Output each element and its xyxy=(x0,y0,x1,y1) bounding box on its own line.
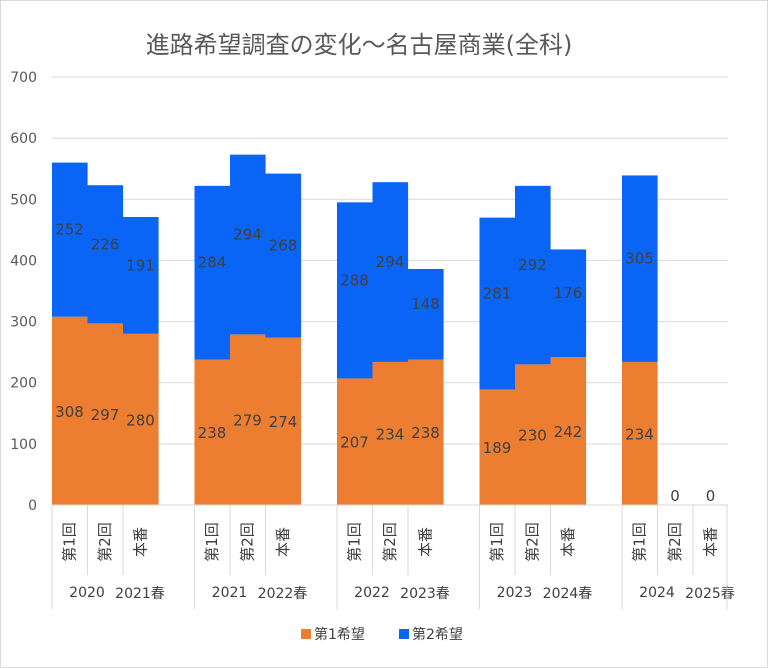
data-label-first-choice: 0 xyxy=(706,487,716,505)
group-label-year: 2021 xyxy=(212,585,248,601)
group-label-year: 2023 xyxy=(497,585,533,601)
y-tick-label: 0 xyxy=(28,498,37,514)
bar-first-choice xyxy=(515,364,551,505)
group-label-season: 2022春 xyxy=(258,586,308,602)
data-label-second-choice: 176 xyxy=(554,284,583,302)
data-label-first-choice: 308 xyxy=(55,403,84,421)
category-label: 第1回 xyxy=(203,522,221,562)
category-label: 本番 xyxy=(132,527,150,557)
data-label-second-choice: 284 xyxy=(198,254,227,272)
category-label: 第1回 xyxy=(61,522,79,562)
data-label-first-choice: 238 xyxy=(198,424,227,442)
y-tick-label: 300 xyxy=(10,315,37,331)
category-label: 第1回 xyxy=(488,522,506,562)
data-label-second-choice: 191 xyxy=(126,256,155,274)
bar-second-choice xyxy=(123,217,159,334)
y-tick-label: 700 xyxy=(10,70,37,86)
bar-first-choice xyxy=(230,334,266,505)
bar-second-choice xyxy=(52,162,88,317)
bar-first-choice xyxy=(52,316,88,505)
bar-second-choice xyxy=(372,182,409,362)
bar-second-choice xyxy=(337,202,373,379)
bar-first-choice xyxy=(87,323,124,505)
legend: 第1希望 第2希望 xyxy=(301,626,463,643)
bar-second-choice xyxy=(622,175,658,362)
category-label: 本番 xyxy=(702,527,720,557)
bar-first-choice xyxy=(622,361,658,505)
legend-label: 第1希望 xyxy=(314,626,365,643)
y-tick-label: 100 xyxy=(10,437,37,453)
category-label: 第2回 xyxy=(381,522,399,562)
bar-first-choice xyxy=(372,361,409,505)
bar-first-choice xyxy=(479,389,516,505)
data-label-first-choice: 242 xyxy=(554,423,583,441)
group-label-year: 2020 xyxy=(69,585,105,601)
data-label-first-choice: 230 xyxy=(518,427,547,445)
category-label: 第2回 xyxy=(96,522,114,562)
category-label: 本番 xyxy=(559,527,577,557)
bar-second-choice xyxy=(194,185,231,360)
bar-first-choice xyxy=(194,359,231,505)
data-label-second-choice: 305 xyxy=(625,250,654,268)
bar-second-choice xyxy=(479,217,516,390)
group-label-year: 2024 xyxy=(639,585,675,601)
data-label-second-choice: 292 xyxy=(518,256,547,274)
y-tick-label: 500 xyxy=(10,192,37,208)
data-label-second-choice: 294 xyxy=(376,253,405,271)
data-label-second-choice: 288 xyxy=(340,271,369,289)
data-label-first-choice: 297 xyxy=(91,406,120,424)
category-label: 第2回 xyxy=(239,522,257,562)
data-label-second-choice: 294 xyxy=(233,226,262,244)
group-label-year: 2022 xyxy=(354,585,390,601)
y-tick-label: 200 xyxy=(10,376,37,392)
data-label-first-choice: 234 xyxy=(376,425,405,443)
bar-second-choice xyxy=(550,249,587,358)
bar-second-choice xyxy=(408,268,444,360)
bars: 308 252 297 226 280 191 238 284 279 294 274 268 207 2… xyxy=(52,154,716,505)
category-label: 第2回 xyxy=(524,522,542,562)
bar-second-choice xyxy=(515,185,551,365)
data-label-first-choice: 279 xyxy=(233,412,262,430)
y-tick-label: 600 xyxy=(10,131,37,147)
data-label-first-choice: 234 xyxy=(625,425,654,443)
y-axis: 0 100 200 300 400 500 600 700 xyxy=(10,70,37,514)
bar-first-choice xyxy=(550,357,587,505)
category-label: 第1回 xyxy=(631,522,649,562)
data-label-second-choice: 148 xyxy=(411,295,440,313)
legend-label: 第2希望 xyxy=(412,626,463,643)
bar-first-choice xyxy=(265,337,302,505)
legend-swatch xyxy=(301,629,311,639)
group-label-season: 2023春 xyxy=(400,586,450,602)
data-label-second-choice: 281 xyxy=(483,285,512,303)
legend-swatch xyxy=(399,629,409,639)
group-label-season: 2025春 xyxy=(685,586,735,602)
bar-first-choice xyxy=(337,378,373,505)
chart-title: 進路希望調査の変化～名古屋商業(全科) xyxy=(146,31,573,59)
data-label-second-choice: 268 xyxy=(269,237,298,255)
data-label-first-choice: 207 xyxy=(340,434,369,452)
y-tick-label: 400 xyxy=(10,253,37,269)
category-label: 本番 xyxy=(417,527,435,557)
bar-second-choice xyxy=(230,154,266,335)
bar-first-choice xyxy=(123,333,159,505)
data-label-first-choice: 238 xyxy=(411,424,440,442)
category-label: 第1回 xyxy=(346,522,364,562)
group-label-season: 2021春 xyxy=(115,586,165,602)
data-label-first-choice: 0 xyxy=(670,487,680,505)
data-label-second-choice: 226 xyxy=(91,235,120,253)
group-label-season: 2024春 xyxy=(543,586,593,602)
category-label: 第2回 xyxy=(666,522,684,562)
category-label: 本番 xyxy=(274,527,292,557)
bar-second-choice xyxy=(87,185,124,324)
data-label-first-choice: 280 xyxy=(126,411,155,429)
data-label-first-choice: 189 xyxy=(483,439,512,457)
data-label-first-choice: 274 xyxy=(269,413,298,431)
data-label-second-choice: 252 xyxy=(55,221,84,239)
bar-second-choice xyxy=(265,173,302,338)
bar-first-choice xyxy=(408,359,444,505)
